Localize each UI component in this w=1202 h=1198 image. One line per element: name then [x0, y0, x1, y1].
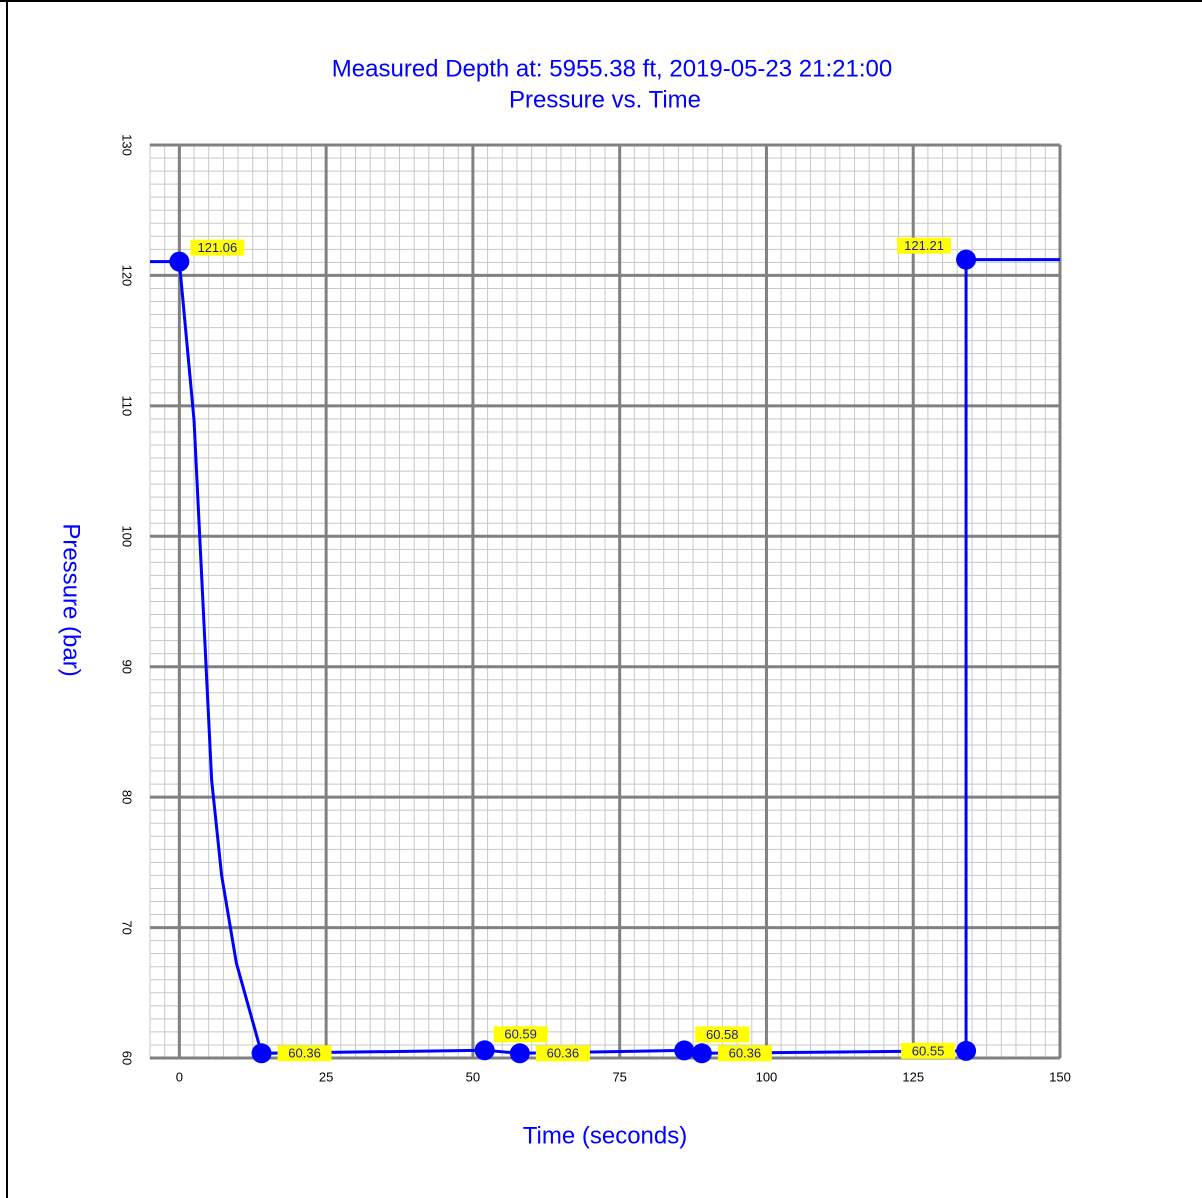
y-tick-label: 130 — [120, 134, 135, 156]
x-tick-label: 100 — [756, 1069, 778, 1084]
y-tick-label: 120 — [120, 265, 135, 287]
y-tick-label: 80 — [120, 790, 135, 804]
data-label: 121.21 — [904, 238, 944, 253]
data-label: 60.55 — [912, 1043, 945, 1058]
chart-subtitle: Pressure vs. Time — [509, 86, 701, 113]
data-label: 60.36 — [288, 1046, 321, 1061]
x-tick-label: 25 — [319, 1069, 333, 1084]
label-box — [535, 1045, 590, 1062]
x-tick-label: 0 — [176, 1069, 183, 1084]
x-tick-label: 75 — [612, 1069, 626, 1084]
x-axis-label: Time (seconds) — [523, 1122, 687, 1149]
data-point — [674, 1040, 695, 1061]
data-point — [956, 249, 977, 270]
y-tick-label: 90 — [120, 659, 135, 673]
data-point — [509, 1043, 530, 1064]
y-tick-label: 60 — [120, 1051, 135, 1065]
x-tick-label: 125 — [902, 1069, 924, 1084]
y-tick-label: 110 — [120, 395, 135, 416]
label-box — [897, 237, 952, 254]
data-point — [474, 1040, 495, 1061]
chart-title: Measured Depth at: 5955.38 ft, 2019-05-2… — [332, 55, 892, 82]
data-point — [251, 1043, 272, 1064]
data-label: 60.36 — [547, 1046, 580, 1061]
y-tick-label: 70 — [120, 920, 135, 934]
data-label: 60.59 — [504, 1027, 537, 1042]
label-box — [695, 1026, 750, 1043]
label-box — [277, 1045, 332, 1062]
data-label: 121.06 — [197, 240, 237, 255]
label-box — [493, 1026, 548, 1043]
x-tick-label: 150 — [1049, 1069, 1071, 1084]
data-label: 60.36 — [729, 1046, 762, 1061]
label-box — [190, 239, 245, 256]
y-tick-label: 100 — [120, 525, 135, 547]
data-point — [169, 251, 190, 272]
data-label: 60.58 — [706, 1027, 739, 1042]
y-axis-label: Pressure (bar) — [58, 523, 85, 676]
data-point — [956, 1040, 977, 1061]
x-tick-label: 50 — [466, 1069, 480, 1084]
label-box — [717, 1045, 772, 1062]
data-point — [691, 1043, 712, 1064]
label-box — [901, 1042, 956, 1059]
